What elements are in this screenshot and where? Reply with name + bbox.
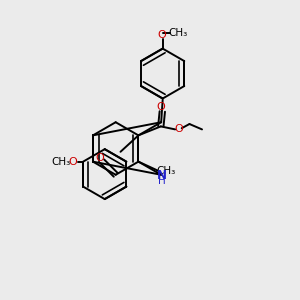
Text: H: H [158, 176, 165, 186]
Text: O: O [158, 30, 166, 40]
Text: O: O [68, 157, 77, 166]
Text: O: O [174, 124, 183, 134]
Text: O: O [95, 153, 104, 163]
Text: CH₃: CH₃ [169, 28, 188, 38]
Text: N: N [157, 169, 166, 182]
Text: CH₃: CH₃ [156, 167, 176, 176]
Text: CH₃: CH₃ [52, 157, 71, 166]
Text: O: O [156, 102, 165, 112]
